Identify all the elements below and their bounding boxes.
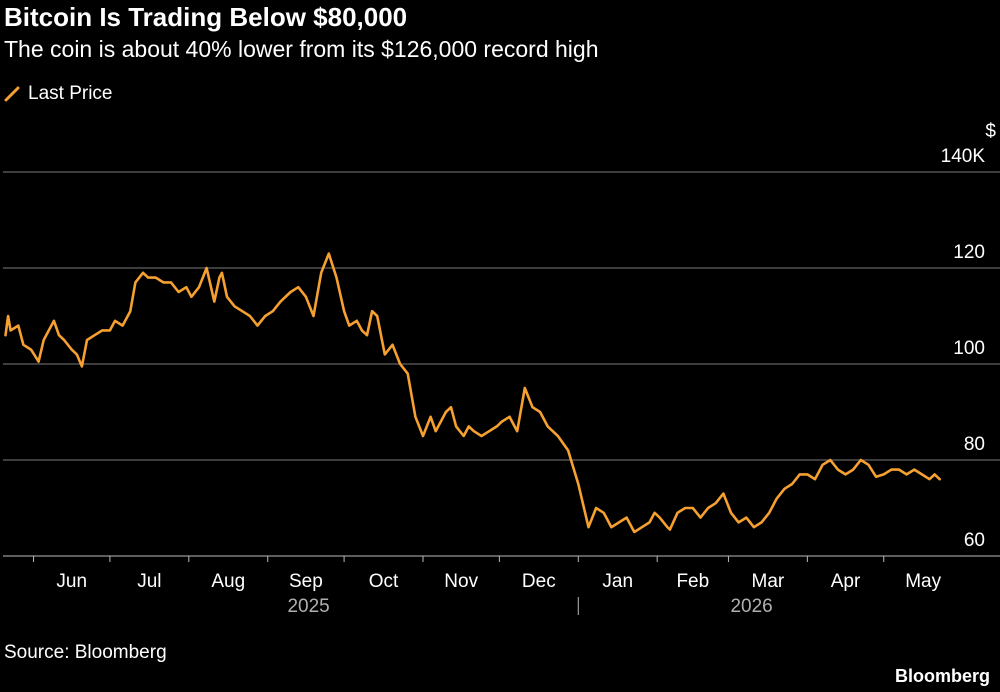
brand-logo: Bloomberg xyxy=(894,666,990,686)
series-line-0 xyxy=(4,252,942,534)
chart-title: Bitcoin Is Trading Below $80,000 xyxy=(4,2,408,32)
x-tick-label: Jan xyxy=(602,571,633,592)
x-tick-label: May xyxy=(905,571,941,592)
legend: Last Price xyxy=(4,83,112,105)
source-note: Source: Bloomberg xyxy=(4,642,167,663)
legend-label: Last Price xyxy=(28,83,113,104)
y-tick-label: 100 xyxy=(953,338,985,359)
x-tick-label: Jul xyxy=(137,571,161,592)
x-tick-label: Feb xyxy=(676,571,709,592)
y-tick-label: 60 xyxy=(964,530,985,551)
y-tick-label: 140K xyxy=(941,146,986,167)
x-tick-label: Sep xyxy=(289,571,323,592)
year-label: 2025 xyxy=(287,596,329,617)
y-tick-label: 120 xyxy=(953,242,985,263)
x-tick-label: Jun xyxy=(56,571,87,592)
x-tick-label: Aug xyxy=(211,571,245,592)
x-tick-label: Dec xyxy=(522,571,556,592)
year-label: 2026 xyxy=(730,596,772,617)
y-unit-label: $ xyxy=(985,121,996,142)
x-tick-label: Nov xyxy=(444,571,478,592)
x-tick-label: Apr xyxy=(831,571,861,592)
legend-line-icon xyxy=(4,86,20,102)
y-tick-label: 80 xyxy=(964,434,985,455)
x-tick-label: Oct xyxy=(369,571,399,592)
chart-subtitle: The coin is about 40% lower from its $12… xyxy=(4,36,599,62)
x-tick-label: Mar xyxy=(752,571,785,592)
